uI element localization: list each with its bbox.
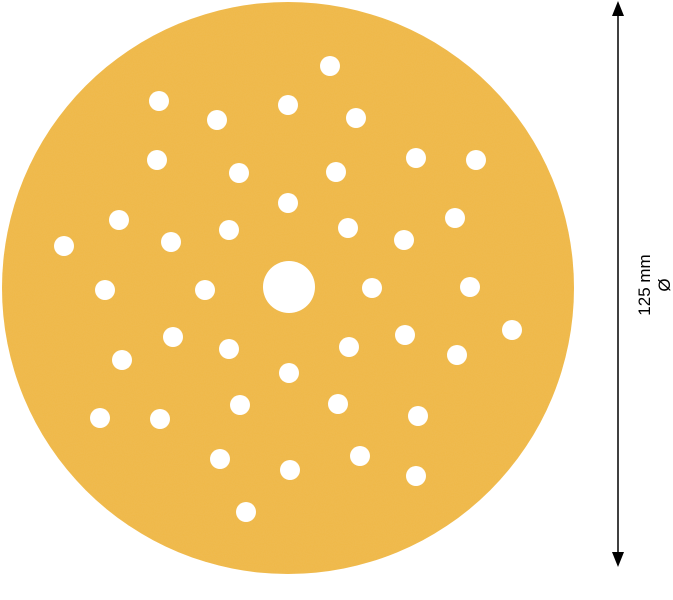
extraction-hole <box>460 277 480 297</box>
extraction-hole <box>161 232 181 252</box>
diameter-label: 125 mm Ø <box>635 254 673 315</box>
extraction-hole <box>210 449 230 469</box>
diameter-symbol: Ø <box>655 278 673 292</box>
extraction-hole <box>320 56 340 76</box>
arrow-down-icon <box>612 552 624 567</box>
extraction-hole <box>278 193 298 213</box>
dimension-line <box>612 1 624 567</box>
extraction-hole <box>445 208 465 228</box>
extraction-hole <box>406 466 426 486</box>
extraction-hole <box>328 394 348 414</box>
extraction-hole <box>350 446 370 466</box>
extraction-hole <box>95 280 115 300</box>
extraction-hole <box>338 218 358 238</box>
extraction-hole <box>395 325 415 345</box>
extraction-hole <box>279 363 299 383</box>
arrow-up-icon <box>612 1 624 16</box>
extraction-hole <box>362 278 382 298</box>
extraction-hole <box>230 395 250 415</box>
extraction-hole <box>326 162 346 182</box>
extraction-hole <box>236 502 256 522</box>
extraction-hole <box>502 320 522 340</box>
extraction-hole <box>394 230 414 250</box>
extraction-hole <box>90 408 110 428</box>
dust-extraction-holes <box>54 56 522 522</box>
extraction-hole <box>195 280 215 300</box>
extraction-hole <box>406 148 426 168</box>
extraction-hole <box>219 220 239 240</box>
extraction-hole <box>280 460 300 480</box>
extraction-hole <box>109 210 129 230</box>
extraction-hole <box>346 108 366 128</box>
center-hole <box>263 261 315 313</box>
extraction-hole <box>408 406 428 426</box>
extraction-hole <box>207 110 227 130</box>
extraction-hole <box>229 163 249 183</box>
extraction-hole <box>150 409 170 429</box>
extraction-hole <box>147 150 167 170</box>
extraction-hole <box>112 350 132 370</box>
extraction-hole <box>163 327 183 347</box>
diameter-value: 125 mm <box>635 254 654 316</box>
extraction-hole <box>466 150 486 170</box>
extraction-hole <box>54 236 74 256</box>
extraction-hole <box>339 337 359 357</box>
extraction-hole <box>149 91 169 111</box>
extraction-hole <box>278 95 298 115</box>
extraction-hole <box>219 339 239 359</box>
extraction-hole <box>447 345 467 365</box>
